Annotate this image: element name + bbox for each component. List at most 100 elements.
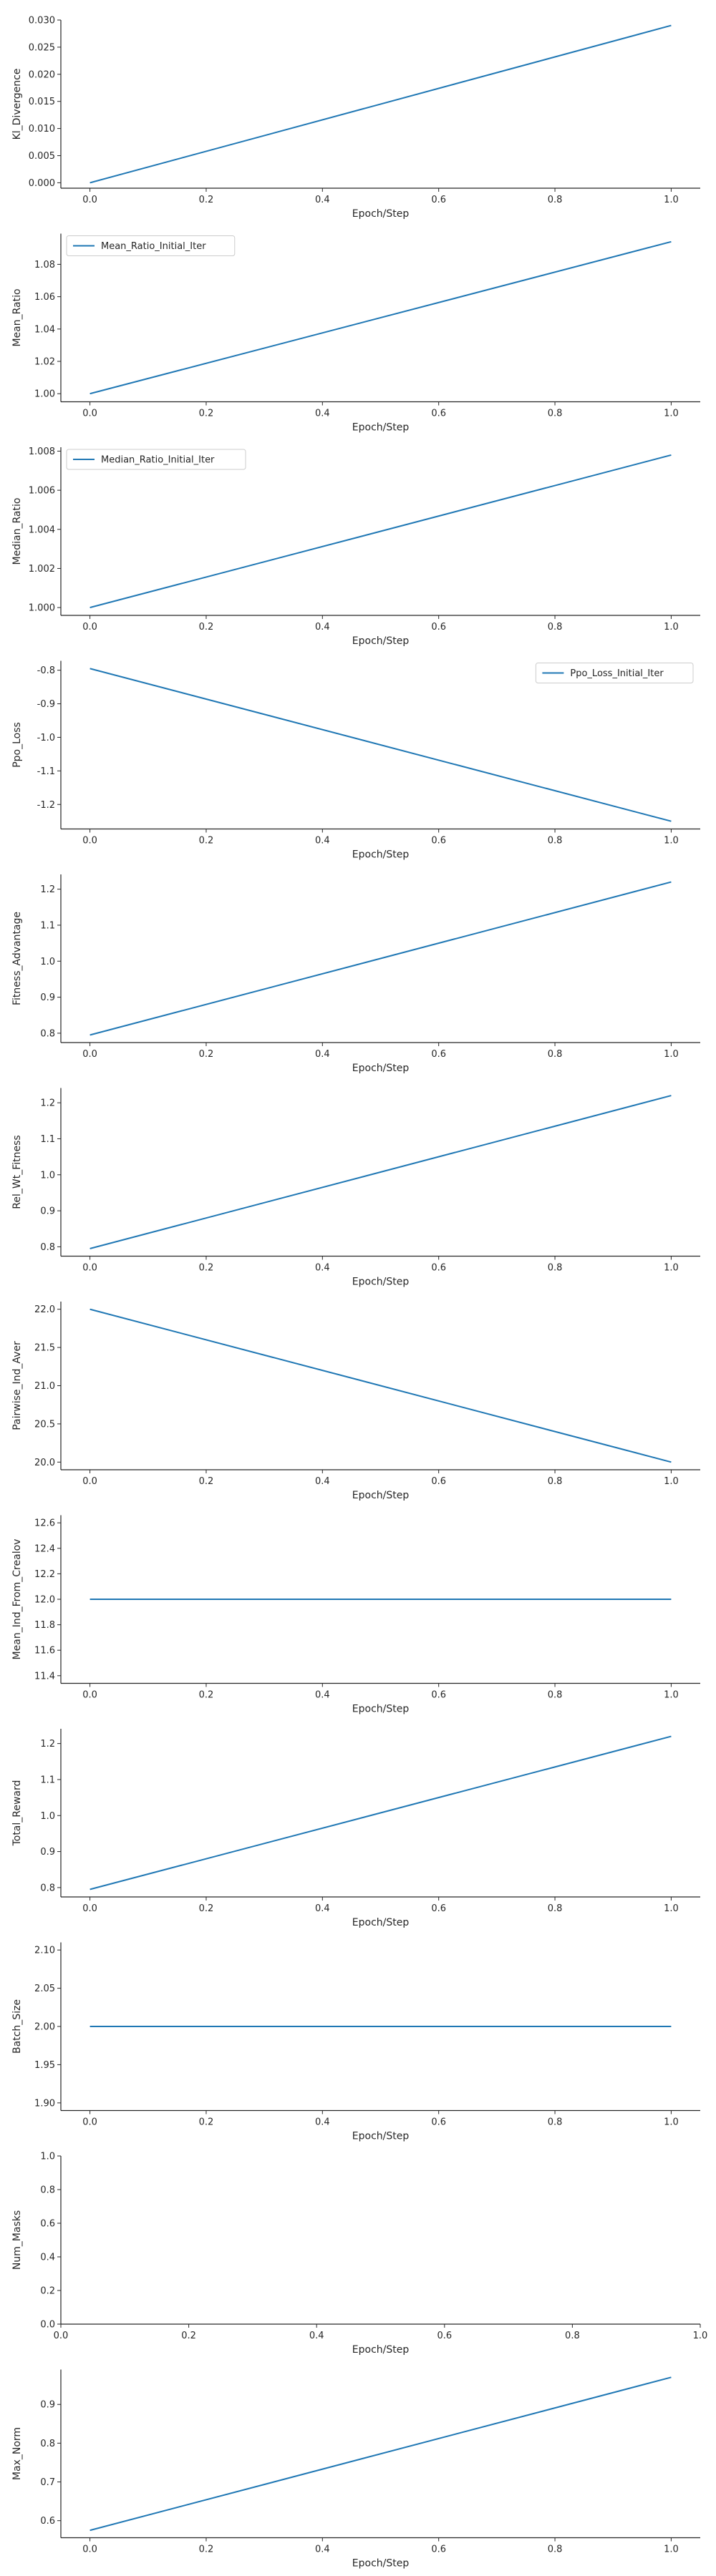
y-tick-label: 20.5	[34, 1419, 55, 1430]
x-tick-label: 1.0	[664, 1263, 679, 1274]
x-axis-label: Epoch/Step	[352, 2344, 410, 2356]
y-tick-label: 12.2	[34, 1569, 55, 1580]
x-tick-label: 0.8	[565, 2331, 580, 2341]
y-tick-label: 1.04	[34, 324, 55, 335]
y-tick-label: 1.0	[40, 1811, 55, 1822]
x-tick-label: 1.0	[664, 836, 679, 847]
y-tick-label: -0.9	[37, 699, 55, 710]
legend-box	[535, 663, 694, 683]
y-tick-label: 0.8	[40, 1242, 55, 1253]
x-axis-label: Epoch/Step	[352, 1277, 410, 1288]
y-tick-label: 1.2	[40, 1098, 55, 1109]
y-tick-label: 1.008	[29, 447, 55, 457]
subplot-7: 0.0 0.2 0.4 0.6 0.8 1.0 20.0 20.5 21.0 21.5 22.0 Ep…	[11, 1302, 700, 1501]
series-line-12-1	[90, 2376, 672, 2532]
x-tick-label: 0.2	[199, 195, 214, 205]
y-tick-label: 1.1	[40, 920, 55, 931]
x-tick-label: 0.8	[548, 1690, 563, 1701]
y-tick-label: -1.2	[37, 800, 55, 811]
y-tick-label: 0.000	[29, 178, 55, 189]
y-axis-label: Max_Norm	[11, 2427, 23, 2480]
y-tick-label: 12.6	[34, 1518, 55, 1529]
legend-label: Ppo_Loss_Initial_Iter	[570, 668, 664, 679]
legend: Mean_Ratio_Initial_Iter	[66, 235, 236, 256]
x-tick-label: 1.0	[693, 2331, 708, 2341]
y-tick-label: -1.0	[37, 733, 55, 743]
y-tick-label: 0.9	[40, 992, 55, 1003]
x-tick-label: 0.6	[431, 836, 446, 847]
y-tick-label: 0.2	[40, 2286, 55, 2297]
y-axis-label: Num_Masks	[11, 2210, 23, 2270]
y-axis-label: Fitness_Advantage	[11, 912, 23, 1005]
y-tick-label: 0.8	[40, 1883, 55, 1893]
subplot-2: 0.0 0.2 0.4 0.6 0.8 1.0 1.00 1.02 1.04 1.06 1.08 Ep…	[11, 233, 700, 434]
legend-box	[66, 235, 236, 256]
y-tick-label: 1.90	[34, 2098, 55, 2109]
y-tick-label: 0.4	[40, 2253, 55, 2263]
x-tick-label: 0.4	[315, 836, 330, 847]
x-axis-label: Epoch/Step	[352, 1917, 410, 1928]
y-tick-label: 0.010	[29, 124, 55, 135]
x-tick-label: 0.2	[199, 1690, 214, 1701]
x-tick-label: 0.2	[199, 1049, 214, 1060]
series-line-ppo-loss-initial-iter	[90, 668, 672, 822]
x-tick-label: 0.6	[431, 622, 446, 633]
x-tick-label: 0.0	[82, 1690, 97, 1701]
x-tick-label: 0.0	[82, 1049, 97, 1060]
y-tick-label: -0.8	[37, 665, 55, 676]
y-tick-label: 1.00	[34, 389, 55, 400]
y-tick-label: 21.0	[34, 1381, 55, 1392]
x-tick-label: 0.0	[82, 409, 97, 419]
x-tick-label: 1.0	[664, 409, 679, 419]
y-axis-label: Pairwise_Ind_Aver	[11, 1341, 23, 1430]
subplot-3: 0.0 0.2 0.4 0.6 0.8 1.0 1.000 1.002 1.004 1.006 1.…	[11, 447, 700, 647]
x-tick-label: 0.0	[82, 195, 97, 205]
y-tick-label: 0.8	[40, 2185, 55, 2196]
y-tick-label: 0.8	[40, 2439, 55, 2449]
x-tick-label: 1.0	[664, 195, 679, 205]
x-axis-label: Epoch/Step	[352, 635, 410, 647]
subplot-8: 0.0 0.2 0.4 0.6 0.8 1.0 11.4 11.6 11.8 12.0 12.2 12…	[11, 1515, 700, 1715]
y-tick-label: 2.00	[34, 2022, 55, 2033]
y-tick-label: 12.0	[34, 1595, 55, 1606]
y-tick-label: 1.002	[29, 564, 55, 575]
y-tick-label: 0.015	[29, 97, 55, 107]
x-axis-label: Epoch/Step	[352, 2558, 410, 2570]
y-axis-label: Rel_Wt_Fitness	[11, 1135, 23, 1209]
y-tick-label: 1.006	[29, 486, 55, 497]
x-tick-label: 0.2	[199, 1476, 214, 1487]
subplot-6: 0.0 0.2 0.4 0.6 0.8 1.0 0.8 0.9 1.0 1.1 1.2 Epoch/S…	[11, 1088, 700, 1288]
x-tick-label: 0.8	[548, 836, 563, 847]
y-tick-label: 1.1	[40, 1775, 55, 1785]
x-axis-label: Epoch/Step	[352, 208, 410, 220]
y-axis-label: Total_Reward	[11, 1780, 23, 1847]
x-tick-label: 0.2	[199, 2117, 214, 2128]
x-tick-label: 0.8	[548, 1476, 563, 1487]
x-tick-label: 0.4	[315, 1903, 330, 1914]
y-tick-label: 0.9	[40, 2400, 55, 2411]
x-tick-label: 0.6	[437, 2331, 452, 2341]
x-tick-label: 1.0	[664, 1049, 679, 1060]
y-axis-label: Median_Ratio	[11, 498, 23, 565]
x-tick-label: 0.6	[431, 195, 446, 205]
series-line-6-1	[90, 1095, 672, 1249]
legend-label: Median_Ratio_Initial_Iter	[101, 455, 215, 466]
y-tick-label: 1.95	[34, 2060, 55, 2071]
x-tick-label: 0.2	[199, 2545, 214, 2555]
y-tick-label: 21.5	[34, 1343, 55, 1354]
y-tick-label: 2.10	[34, 1946, 55, 1956]
x-tick-label: 0.4	[315, 1263, 330, 1274]
x-tick-label: 1.0	[664, 1476, 679, 1487]
x-tick-label: 0.0	[82, 836, 97, 847]
y-tick-label: 1.06	[34, 292, 55, 303]
x-tick-label: 0.6	[431, 2117, 446, 2128]
x-tick-label: 0.8	[548, 2117, 563, 2128]
x-tick-label: 0.6	[431, 1690, 446, 1701]
y-axis-label: Kl_Divergence	[11, 69, 23, 140]
subplot-12: 0.0 0.2 0.4 0.6 0.8 1.0 0.6 0.7 0.8 0.9 Epoch/Step…	[11, 2369, 700, 2570]
x-tick-label: 0.2	[199, 409, 214, 419]
x-tick-label: 0.4	[315, 1476, 330, 1487]
y-axis-label: Batch_Size	[11, 1999, 23, 2054]
x-tick-label: 0.0	[54, 2331, 69, 2341]
